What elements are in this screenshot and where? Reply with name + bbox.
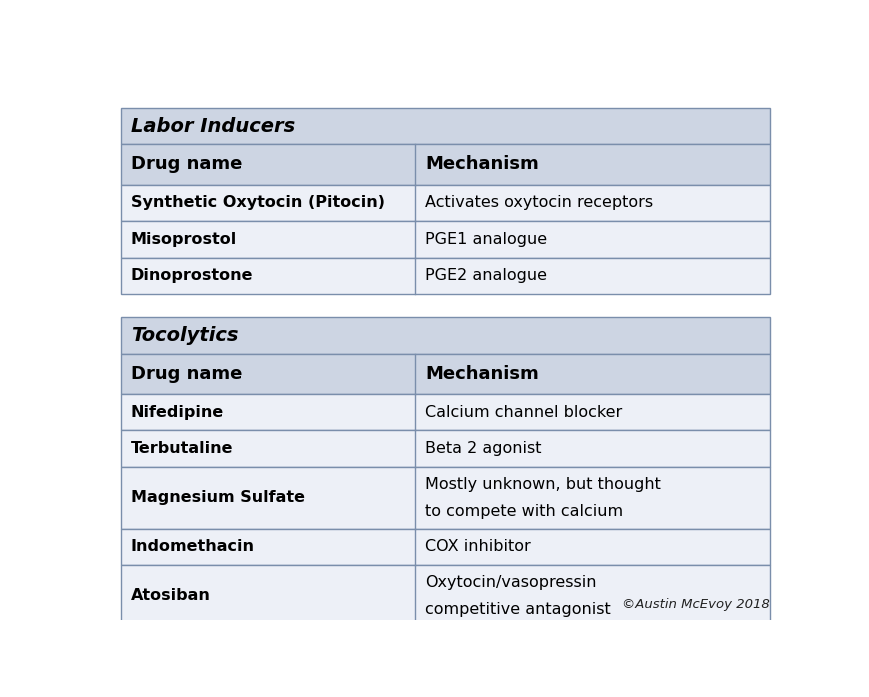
Text: Dinoprostone: Dinoprostone bbox=[131, 268, 254, 283]
Text: Activates oxytocin receptors: Activates oxytocin receptors bbox=[425, 195, 653, 210]
Text: Misoprostol: Misoprostol bbox=[131, 232, 237, 247]
Text: Drug name: Drug name bbox=[131, 155, 242, 174]
Text: COX inhibitor: COX inhibitor bbox=[425, 539, 531, 554]
Bar bbox=[121, 353, 770, 394]
Text: Atosiban: Atosiban bbox=[131, 588, 210, 604]
Text: PGE2 analogue: PGE2 analogue bbox=[425, 268, 547, 283]
Bar bbox=[121, 317, 770, 353]
Text: Calcium channel blocker: Calcium channel blocker bbox=[425, 404, 622, 420]
Text: Drug name: Drug name bbox=[131, 365, 242, 383]
Text: to compete with calcium: to compete with calcium bbox=[425, 504, 623, 519]
Bar bbox=[121, 108, 770, 144]
Bar bbox=[121, 185, 770, 221]
Bar bbox=[121, 144, 770, 185]
Text: ©Austin McEvoy 2018: ©Austin McEvoy 2018 bbox=[622, 597, 770, 611]
Text: Mostly unknown, but thought: Mostly unknown, but thought bbox=[425, 477, 661, 491]
Text: Magnesium Sulfate: Magnesium Sulfate bbox=[131, 490, 305, 505]
Bar bbox=[121, 430, 770, 467]
Text: Beta 2 agonist: Beta 2 agonist bbox=[425, 441, 541, 456]
Text: Mechanism: Mechanism bbox=[425, 155, 539, 174]
Text: Nifedipine: Nifedipine bbox=[131, 404, 224, 420]
Bar bbox=[121, 394, 770, 430]
Text: Synthetic Oxytocin (Pitocin): Synthetic Oxytocin (Pitocin) bbox=[131, 195, 385, 210]
Text: Oxytocin/vasopressin: Oxytocin/vasopressin bbox=[425, 575, 597, 590]
Text: Terbutaline: Terbutaline bbox=[131, 441, 234, 456]
Text: Indomethacin: Indomethacin bbox=[131, 539, 255, 554]
Text: Mechanism: Mechanism bbox=[425, 365, 539, 383]
Bar bbox=[121, 565, 770, 627]
Bar bbox=[121, 528, 770, 565]
Bar bbox=[121, 467, 770, 528]
Text: competitive antagonist: competitive antagonist bbox=[425, 602, 611, 617]
Text: PGE1 analogue: PGE1 analogue bbox=[425, 232, 547, 247]
Bar bbox=[121, 257, 770, 294]
Bar bbox=[121, 221, 770, 257]
Text: Tocolytics: Tocolytics bbox=[131, 326, 238, 345]
Text: Labor Inducers: Labor Inducers bbox=[131, 116, 295, 135]
